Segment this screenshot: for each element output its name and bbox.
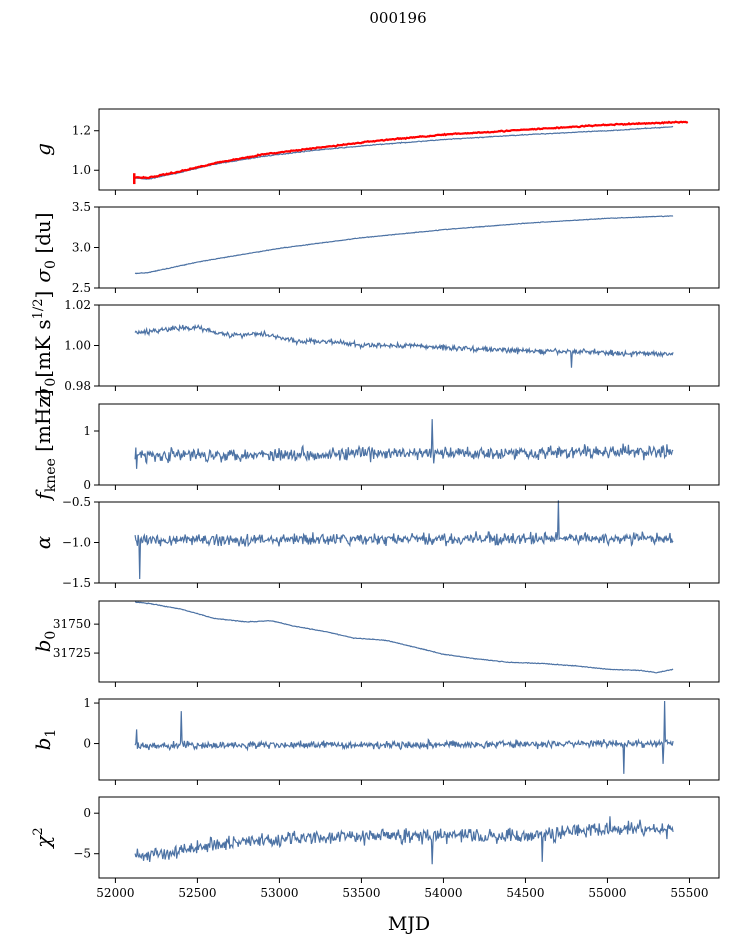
y-axis-label: b0 xyxy=(31,631,59,653)
axes-frame xyxy=(98,403,720,486)
y-tick-label: −1.0 xyxy=(62,536,91,550)
axes-frame xyxy=(98,796,720,879)
y-tick-label: 31725 xyxy=(53,646,91,660)
fit-line xyxy=(133,120,689,180)
series-line xyxy=(134,500,674,579)
y-tick-label: −5 xyxy=(73,847,91,861)
x-axis-label: MJD xyxy=(388,913,430,935)
panel-2: 0.98 1.00 1.02 σ0[mK s1/2] xyxy=(31,291,720,401)
y-tick-label: 0 xyxy=(83,478,91,492)
x-tick-label: 53500 xyxy=(342,886,380,900)
figure-title: 000196 xyxy=(369,9,426,27)
y-tick-label: 31750 xyxy=(53,617,91,631)
y-tick-label: 0.98 xyxy=(64,379,91,393)
x-tick-label: 55500 xyxy=(670,886,708,900)
y-axis-label: σ0[mK s1/2] xyxy=(31,291,59,401)
y-axis-label: fknee [mHz] xyxy=(31,389,59,501)
series-line xyxy=(134,125,674,180)
series-line xyxy=(134,419,674,469)
panels-group: 1.0 1.2 g 2.5 3.0 3.5 σ0 [du] 0.98 1.00 1.02 σ0[mK… xyxy=(31,108,720,900)
x-tick-label: 54500 xyxy=(506,886,544,900)
y-tick-label: −0.5 xyxy=(62,495,91,509)
axes-frame xyxy=(98,206,720,289)
y-axis-label: σ0 [du] xyxy=(31,212,59,282)
axes-frame xyxy=(98,698,720,781)
y-tick-label: 1 xyxy=(83,696,91,710)
panel-1: 2.5 3.0 3.5 σ0 [du] xyxy=(31,200,720,295)
x-tick-label: 54000 xyxy=(424,886,462,900)
y-tick-label: 1.02 xyxy=(64,298,91,312)
y-tick-label: −1.5 xyxy=(62,576,91,590)
y-tick-label: 3.5 xyxy=(72,200,91,214)
y-tick-label: 1 xyxy=(83,424,91,438)
axes-frame xyxy=(98,600,720,683)
y-tick-label: 1.0 xyxy=(72,163,91,177)
x-tick-label: 53000 xyxy=(260,886,298,900)
series-line xyxy=(134,601,674,674)
axes-frame xyxy=(98,108,720,191)
series-line xyxy=(134,323,674,368)
y-tick-label: 3.0 xyxy=(72,241,91,255)
y-tick-label: 0 xyxy=(83,737,91,751)
panel-4: −1.5 −1.0 −0.5 α xyxy=(31,495,720,590)
series-line xyxy=(134,215,674,275)
y-tick-label: 1.00 xyxy=(64,339,91,353)
y-tick-label: 2.5 xyxy=(72,281,91,295)
y-axis-label: g xyxy=(31,143,55,156)
y-axis-label: α xyxy=(31,535,55,549)
panel-0: 1.0 1.2 g xyxy=(31,108,720,195)
x-tick-label: 55000 xyxy=(588,886,626,900)
panel-7: −5 0 52000 52500 53000 53500 54000 54500 55000 55… xyxy=(31,796,720,900)
x-tick-label: 52000 xyxy=(96,886,134,900)
series-line xyxy=(134,701,674,774)
series-line xyxy=(134,816,674,865)
panel-3: 0 1 fknee [mHz] xyxy=(31,389,720,502)
y-tick-label: 0 xyxy=(83,806,91,820)
x-tick-label: 52500 xyxy=(178,886,216,900)
panel-6: 0 1 b1 xyxy=(31,696,720,785)
y-tick-label: 1.2 xyxy=(72,124,91,138)
y-axis-label: b1 xyxy=(31,729,59,751)
y-axis-label: χ2 xyxy=(31,827,55,849)
